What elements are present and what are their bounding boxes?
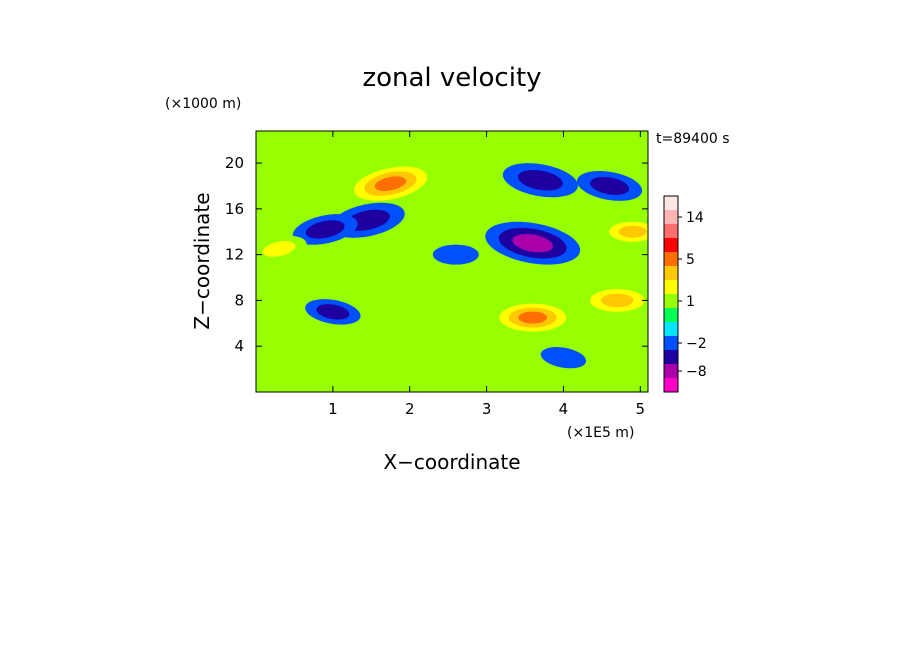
colorbar-frame: [663, 195, 679, 393]
colorbar-swatch: [664, 252, 678, 266]
field-contour: [256, 147, 295, 168]
x-axis-label: X−coordinate: [383, 450, 520, 474]
colorbar-tick-label: −2: [686, 336, 707, 352]
field-contour: [600, 293, 634, 308]
y-tick-label: 8: [234, 291, 244, 309]
colorbar-tick-label: 1: [686, 294, 695, 310]
colorbar-swatch: [664, 336, 678, 350]
y-tick-label: 4: [234, 337, 244, 355]
plot-frame: [255, 130, 649, 393]
colorbar-swatch: [664, 210, 678, 224]
colorbar-swatch: [664, 224, 678, 238]
field-contour: [517, 169, 563, 191]
y-tick-label: 16: [225, 200, 244, 218]
y-unit-label: (×1000 m): [165, 96, 241, 112]
x-axis: 1 2 3 4 5: [328, 131, 645, 418]
field-feature: [256, 235, 307, 263]
field-feature: [540, 347, 587, 369]
field-feature: [579, 284, 648, 317]
colorbar-tick-label: −8: [686, 364, 707, 380]
field-feature: [432, 244, 479, 265]
colorbar-swatch: [664, 308, 678, 322]
y-axis: 4 8 12 16 20: [225, 154, 648, 355]
field-contour: [540, 347, 587, 369]
x-tick-label: 3: [482, 400, 492, 418]
x-unit-label: (×1E5 m): [567, 425, 634, 441]
colorbar-swatch: [664, 238, 678, 252]
field-contour: [402, 329, 448, 352]
field-contour: [262, 241, 296, 257]
colorbar: 14 5 1 −2 −8: [663, 195, 707, 393]
field-feature: [576, 171, 643, 201]
colorbar-tick-label: 14: [686, 210, 704, 226]
chart-title: zonal velocity: [362, 63, 541, 93]
y-tick-label: 12: [225, 246, 244, 264]
x-tick-label: 2: [405, 400, 415, 418]
colorbar-swatch: [664, 364, 678, 378]
field-contour: [432, 244, 479, 265]
field-contour: [590, 176, 630, 195]
x-tick-label: 1: [328, 400, 338, 418]
colorbar-swatch: [664, 280, 678, 294]
field-contour: [374, 176, 407, 191]
field-feature: [502, 163, 578, 198]
y-axis-label: Z−coordinate: [190, 192, 214, 329]
colorbar-swatch: [664, 266, 678, 280]
field-contour: [518, 311, 548, 324]
colorbar-tick-label: 5: [686, 252, 695, 268]
field-feature: [485, 221, 581, 265]
colorbar-swatch: [664, 378, 678, 392]
field-feature: [305, 299, 361, 325]
colorbar-swatch: [664, 196, 678, 210]
field-feature: [256, 147, 295, 168]
field-contour: [316, 304, 350, 320]
x-tick-label: 4: [559, 400, 569, 418]
field-feature: [292, 214, 358, 245]
colorbar-swatch: [664, 322, 678, 336]
colorbar-swatch: [664, 350, 678, 364]
velocity-field: [256, 131, 648, 392]
field-contour: [512, 234, 554, 253]
field-contour: [305, 220, 345, 239]
field-feature: [489, 299, 576, 336]
time-label: t=89400 s: [656, 131, 730, 147]
field-feature: [599, 217, 648, 246]
field-feature: [343, 161, 438, 206]
x-tick-label: 5: [636, 400, 646, 418]
colorbar-swatch: [664, 294, 678, 308]
field-feature: [402, 329, 448, 352]
field-contour: [618, 225, 647, 238]
y-tick-label: 20: [225, 154, 244, 172]
